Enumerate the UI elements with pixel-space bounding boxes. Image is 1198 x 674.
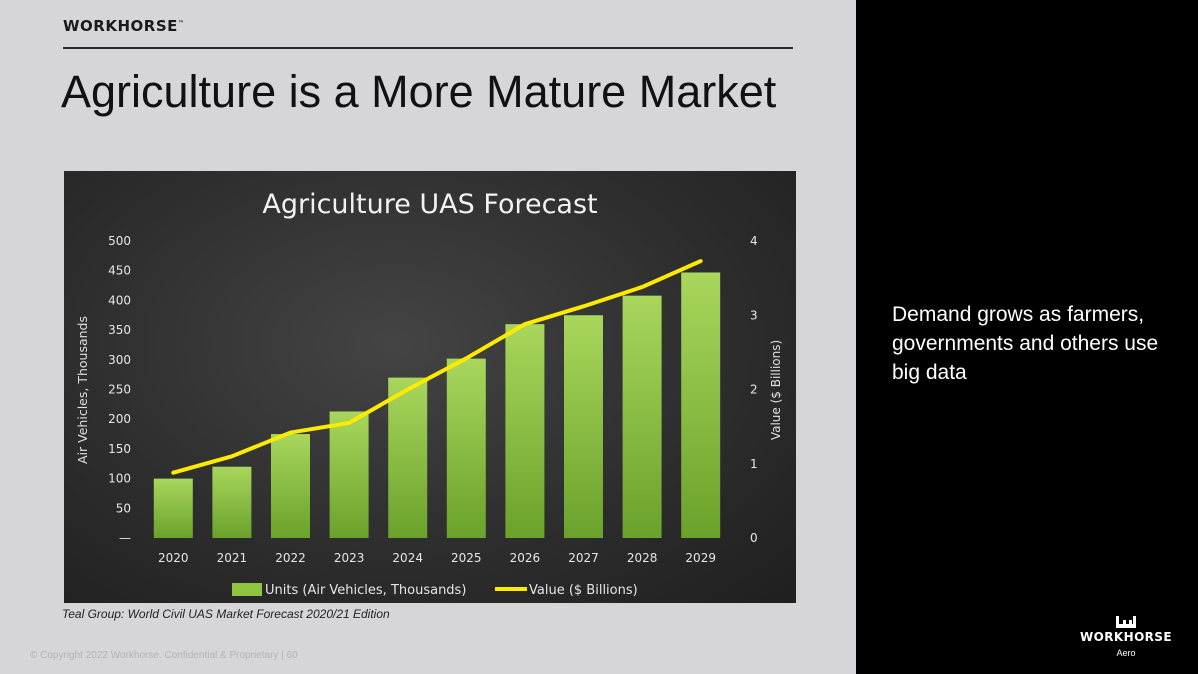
x-tick-label: 2025 — [451, 551, 482, 565]
y2-tick-label: 1 — [750, 457, 758, 471]
y-tick-label: 250 — [108, 383, 131, 397]
x-tick-label: 2022 — [275, 551, 306, 565]
bar-2029 — [681, 272, 721, 538]
legend-bar-label: Units (Air Vehicles, Thousands) — [265, 583, 466, 598]
workhorse-emblem-icon — [1116, 616, 1136, 628]
side-panel-text: Demand grows as farmers, governments and… — [892, 303, 1159, 384]
brand-tm: ™ — [177, 20, 185, 27]
copyright-footer: © Copyright 2022 Workhorse. Confidential… — [30, 650, 298, 661]
x-tick-label: 2029 — [685, 551, 716, 565]
chart-container: Agriculture UAS Forecast —50 100 150 200 250… — [64, 171, 796, 603]
bar-2027 — [564, 315, 603, 538]
source-note: Teal Group: World Civil UAS Market Forec… — [62, 607, 390, 621]
logo-sub-label: Aero — [1116, 648, 1136, 658]
y2-tick-label: 2 — [750, 383, 758, 397]
y-tick-label: 350 — [108, 323, 131, 337]
logo-brand-name: WORKHORSE — [1080, 630, 1172, 644]
workhorse-aero-logo: WORKHORSE Aero — [1068, 615, 1184, 658]
y2-axis-label: Value ($ Billions) — [769, 340, 783, 440]
x-tick-label: 2021 — [217, 551, 248, 565]
x-tick-label: 2020 — [158, 551, 189, 565]
y2-tick-label: 4 — [750, 234, 758, 248]
side-panel — [856, 0, 1198, 674]
y-tick-label: — — [119, 531, 131, 545]
y-tick-label: 150 — [108, 442, 131, 456]
x-tick-label: 2027 — [568, 551, 599, 565]
content-panel: WORKHORSE™ Agriculture is a More Mature … — [0, 0, 856, 674]
y-tick-label: 100 — [108, 472, 131, 486]
x-tick-label: 2028 — [627, 551, 658, 565]
x-tick-label: 2026 — [510, 551, 541, 565]
bar-2023 — [329, 411, 369, 538]
bar-2022 — [271, 434, 310, 538]
legend-bar-swatch — [232, 583, 262, 596]
y-tick-label: 300 — [108, 353, 131, 367]
brand-name: WORKHORSE — [63, 17, 178, 35]
y2-tick-label: 3 — [750, 308, 758, 322]
y2-tick-label: 0 — [750, 531, 758, 545]
value-line — [171, 259, 703, 475]
y-tick-label: 500 — [108, 234, 131, 248]
x-tick-label: 2023 — [334, 551, 365, 565]
legend-line-label: Value ($ Billions) — [529, 583, 638, 598]
page-title: Agriculture is a More Mature Market — [61, 66, 777, 117]
bar-2020 — [153, 478, 193, 538]
uas-forecast-chart: Agriculture UAS Forecast —50100150200250… — [75, 189, 783, 598]
y-axis-label: Air Vehicles, Thousands — [75, 316, 90, 464]
y-tick-label: 400 — [108, 293, 131, 307]
bar-2024 — [388, 377, 428, 538]
bar-2021 — [212, 466, 252, 538]
header-divider — [63, 47, 793, 49]
y-tick-label: 50 — [116, 501, 131, 515]
x-tick-label: 2024 — [392, 551, 423, 565]
y-tick-label: 200 — [108, 412, 131, 426]
chart-title: Agriculture UAS Forecast — [262, 189, 597, 220]
y-tick-label: 450 — [108, 264, 131, 278]
bar-2028 — [622, 295, 662, 538]
bar-2026 — [505, 324, 545, 538]
bar-2025 — [446, 358, 486, 538]
brand-logo-top: WORKHORSE™ — [63, 17, 184, 35]
